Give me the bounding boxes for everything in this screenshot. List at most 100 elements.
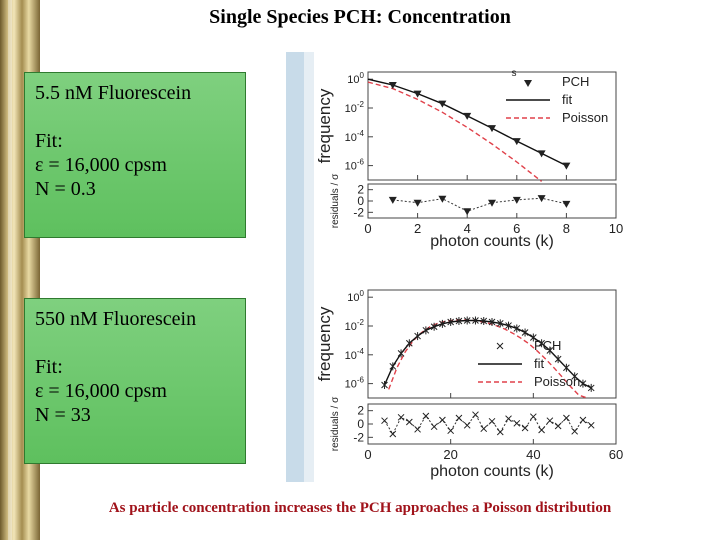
legend-pch-marker	[524, 80, 532, 87]
x-axis-label: photon counts (k)	[430, 463, 554, 480]
pch-data-point	[554, 355, 562, 364]
pch-data-point	[388, 81, 397, 89]
residual-point	[587, 421, 595, 429]
residual-point	[381, 417, 388, 425]
y-axis-label-frequency: frequency	[315, 306, 334, 381]
residual-point	[505, 415, 512, 423]
x-tick-label: 8	[563, 221, 570, 236]
y-tick-label: 10-6	[345, 158, 365, 173]
x-tick-label: 60	[609, 447, 623, 462]
info-box-high-concentration: 550 nM Fluorescein Fit: ε = 16,000 cpsm …	[24, 298, 246, 464]
footer-note: As particle concentration increases the …	[108, 500, 612, 516]
residual-point	[563, 414, 570, 422]
pch-data-point	[405, 339, 413, 348]
pch-data-point	[562, 162, 571, 170]
pch-data-point	[463, 316, 471, 325]
residual-point	[405, 418, 413, 426]
y-tick-label: 10-4	[345, 347, 365, 362]
residual-point	[538, 426, 545, 434]
residual-point	[413, 199, 422, 207]
pch-data-point	[389, 362, 397, 371]
residual-point	[562, 200, 571, 208]
pch-data-point	[488, 125, 496, 133]
residual-tick-label: 2	[357, 404, 364, 418]
legend-pch-marker	[496, 342, 504, 350]
info-box-low-concentration: 5.5 nM Fluorescein Fit: ε = 16,000 cpsm …	[24, 72, 246, 238]
pch-data-point	[430, 322, 438, 331]
residual-tick-label: 0	[357, 417, 364, 431]
pch-data-point	[521, 328, 529, 337]
y-tick-label: 10-2	[345, 318, 365, 333]
fit-label: Fit:	[35, 130, 63, 152]
pch-data-point	[455, 316, 463, 325]
x-axis-label: photon counts (k)	[430, 233, 554, 250]
pch-data-point	[563, 363, 570, 372]
legend-label-poisson: Poisson	[562, 110, 608, 125]
pch-data-point	[529, 333, 537, 342]
corner-mark: s	[512, 68, 517, 79]
residual-tick-label: 0	[357, 194, 364, 208]
pch-data-point	[579, 379, 587, 388]
x-tick-label: 6	[513, 221, 520, 236]
epsilon-value: ε = 16,000 cpsm	[35, 154, 167, 176]
x-tick-label: 10	[609, 221, 623, 236]
residual-point	[438, 195, 447, 203]
legend-label-pch: PCH	[562, 74, 589, 89]
residual-point	[430, 423, 438, 431]
y-axis-label-frequency: frequency	[315, 88, 334, 163]
residual-point	[488, 417, 496, 425]
box-heading: 5.5 nM Fluorescein	[35, 82, 192, 104]
residual-point	[388, 196, 397, 204]
pch-data-point	[381, 381, 388, 390]
residual-point	[414, 425, 421, 433]
legend-label-fit: fit	[562, 92, 573, 107]
pch-data-point	[413, 90, 422, 98]
residual-tick-label: 2	[357, 183, 364, 197]
pch-data-point	[414, 332, 421, 341]
n-value: N = 0.3	[35, 178, 96, 200]
x-tick-label: 20	[443, 447, 457, 462]
box-heading: 550 nM Fluorescein	[35, 308, 197, 330]
y-tick-label: 100	[347, 71, 364, 86]
page-title: Single Species PCH: Concentration	[209, 6, 511, 28]
pch-data-point	[447, 317, 455, 326]
pch-data-point	[472, 316, 479, 325]
pch-data-point	[480, 316, 488, 325]
y-tick-label: 100	[347, 289, 364, 304]
residual-point	[472, 411, 479, 419]
pch-data-point	[463, 112, 472, 120]
residual-point	[447, 427, 455, 435]
pch-data-point	[571, 372, 579, 381]
residual-point	[546, 417, 554, 425]
residual-point	[397, 413, 405, 421]
x-tick-label: 40	[526, 447, 540, 462]
residual-point	[389, 430, 397, 438]
x-tick-label: 0	[364, 447, 371, 462]
residual-point	[463, 421, 471, 429]
y-tick-label: 10-6	[345, 376, 365, 391]
pch-data-point	[438, 100, 447, 108]
residual-point	[537, 195, 546, 203]
y-tick-label: 10-2	[345, 100, 365, 115]
y-tick-label: 10-4	[345, 129, 365, 144]
pch-data-point	[538, 339, 545, 348]
pch-data-point	[587, 383, 595, 392]
residual-point	[488, 199, 496, 207]
residual-tick-label: -2	[353, 430, 364, 444]
legend-label-poisson: Poisson	[534, 374, 580, 389]
residual-point	[496, 428, 504, 436]
residual-point	[554, 422, 562, 430]
fit-label: Fit:	[35, 356, 63, 378]
y-axis-label-residuals: residuals / σ	[330, 396, 341, 451]
residual-connector-line	[392, 197, 567, 212]
residual-point	[480, 425, 488, 433]
residual-point	[455, 414, 463, 422]
residual-point	[513, 419, 521, 427]
residual-point	[571, 427, 579, 435]
x-tick-label: 0	[364, 221, 371, 236]
residuals-plot-frame	[367, 403, 617, 445]
residual-point	[529, 413, 537, 421]
epsilon-value: ε = 16,000 cpsm	[35, 380, 167, 402]
pch-data-point	[439, 319, 446, 328]
